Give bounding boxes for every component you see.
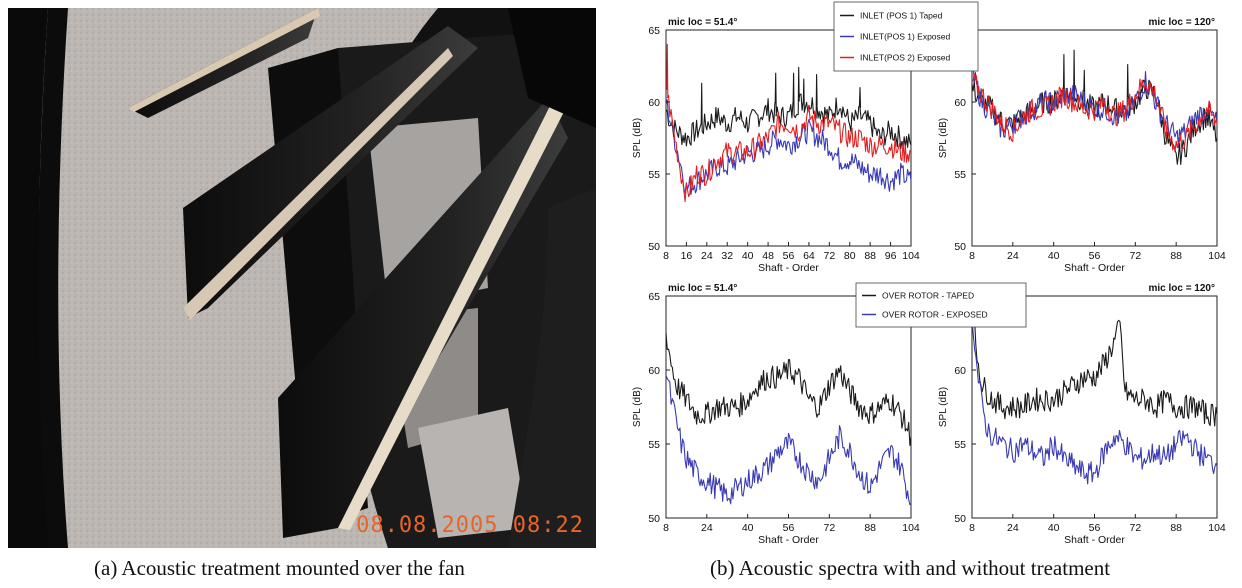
y-tick-label: 50 — [954, 513, 966, 525]
plot-frame — [971, 295, 1218, 519]
chart-panel-3: 8 24 40 56 72 88 104 50 55 60 65 mic loc = 51.4° Sha… — [632, 283, 920, 546]
y-tick-label: 55 — [954, 169, 966, 181]
y-tick-label: 60 — [954, 97, 966, 109]
chart-title: mic loc = 120° — [1148, 283, 1215, 294]
x-tick-label: 72 — [1129, 250, 1141, 262]
y-tick-label: 55 — [648, 439, 660, 451]
x-tick-label: 40 — [742, 250, 754, 262]
legend-box — [855, 282, 1027, 328]
photo-caption: (a) Acoustic treatment mounted over the … — [94, 556, 465, 580]
x-tick-label: 8 — [969, 250, 975, 262]
x-tick-label: 104 — [902, 250, 920, 262]
y-tick-label: 65 — [648, 25, 660, 37]
x-tick-label: 32 — [721, 250, 733, 262]
x-tick-label: 80 — [844, 250, 856, 262]
y-axis-label: SPL (dB) — [938, 387, 949, 427]
y-tick-label: 55 — [954, 439, 966, 451]
figure-caption: (b) Acoustic spectra with and without tr… — [710, 556, 1111, 580]
x-tick-label: 64 — [803, 250, 815, 262]
series-line-1 — [665, 333, 912, 446]
y-tick-label: 60 — [648, 97, 660, 109]
y-tick-label: 65 — [648, 291, 660, 303]
x-tick-label: 16 — [681, 250, 693, 262]
x-tick-label: 48 — [762, 250, 774, 262]
x-tick-label: 56 — [1089, 522, 1101, 534]
y-axis-label: SPL (dB) — [938, 118, 949, 158]
legend-rotor: OVER ROTOR - TAPED OVER ROTOR - EXPOSED — [855, 282, 1027, 328]
x-tick-label: 8 — [663, 522, 669, 534]
x-tick-label: 56 — [783, 522, 795, 534]
y-tick-label: 50 — [954, 241, 966, 253]
y-tick-label: 55 — [648, 169, 660, 181]
y-tick-label: 60 — [648, 365, 660, 377]
fan-photo-drawing — [8, 8, 596, 548]
x-tick-label: 24 — [1007, 250, 1019, 262]
y-tick-label: 60 — [954, 365, 966, 377]
series-line-2 — [665, 375, 912, 506]
x-axis-label: Shaft - Order — [758, 534, 819, 546]
series-line-3 — [666, 43, 912, 203]
x-tick-label: 56 — [1089, 250, 1101, 262]
x-tick-label: 40 — [1048, 522, 1060, 534]
x-tick-label: 72 — [1129, 522, 1141, 534]
legend-label: INLET (POS 1) Taped — [860, 11, 943, 21]
legend-label: OVER ROTOR - TAPED — [882, 291, 974, 301]
x-tick-label: 24 — [1007, 522, 1019, 534]
legend-box — [833, 1, 979, 72]
x-tick-label: 56 — [783, 250, 795, 262]
chart-panel-4: 8 24 40 56 72 88 104 50 55 60 mic loc = 120° Shaft … — [938, 283, 1226, 546]
y-axis-label: SPL (dB) — [632, 118, 643, 158]
series-line-3 — [971, 73, 1218, 153]
fan-photo: 08.08.2005 08:22 — [8, 8, 596, 548]
x-tick-label: 104 — [1208, 522, 1226, 534]
x-tick-label: 88 — [1170, 250, 1182, 262]
legend-label: INLET(POS 1) Exposed — [860, 32, 951, 42]
y-tick-label: 50 — [648, 241, 660, 253]
y-axis-label: SPL (dB) — [632, 387, 643, 427]
x-tick-label: 40 — [1048, 250, 1060, 262]
y-tick-label: 50 — [648, 513, 660, 525]
x-tick-label: 104 — [1208, 250, 1226, 262]
legend-label: INLET(POS 2) Exposed — [860, 53, 951, 63]
chart-panel-2: 8 24 40 56 72 88 104 50 55 60 mic loc = 120° Shaft … — [938, 17, 1226, 274]
series-line-1 — [665, 66, 912, 150]
x-tick-label: 40 — [742, 522, 754, 534]
spectra-figure: 8 16 24 32 40 48 56 64 72 80 88 96 104 50 55 60 65 mic lo… — [620, 0, 1240, 552]
x-tick-label: 104 — [902, 522, 920, 534]
x-tick-label: 96 — [885, 250, 897, 262]
x-tick-label: 72 — [823, 522, 835, 534]
x-axis-label: Shaft - Order — [1064, 534, 1125, 546]
legend-label: OVER ROTOR - EXPOSED — [882, 310, 988, 320]
x-tick-label: 8 — [663, 250, 669, 262]
photo-timestamp: 08.08.2005 08:22 — [356, 513, 584, 538]
series-line-1 — [971, 309, 1218, 427]
chart-title: mic loc = 51.4° — [668, 17, 737, 28]
chart-title: mic loc = 120° — [1148, 17, 1215, 28]
x-axis-label: Shaft - Order — [758, 262, 819, 274]
x-axis-label: Shaft - Order — [1064, 262, 1125, 274]
x-tick-label: 88 — [864, 250, 876, 262]
x-tick-label: 24 — [701, 522, 713, 534]
x-tick-label: 88 — [1170, 522, 1182, 534]
x-tick-label: 88 — [864, 522, 876, 534]
legend-inlet: INLET (POS 1) Taped INLET(POS 1) Exposed I… — [833, 1, 979, 72]
series-line-2 — [971, 317, 1218, 485]
x-tick-label: 72 — [823, 250, 835, 262]
x-tick-label: 24 — [701, 250, 713, 262]
x-tick-label: 8 — [969, 522, 975, 534]
chart-title: mic loc = 51.4° — [668, 283, 737, 294]
